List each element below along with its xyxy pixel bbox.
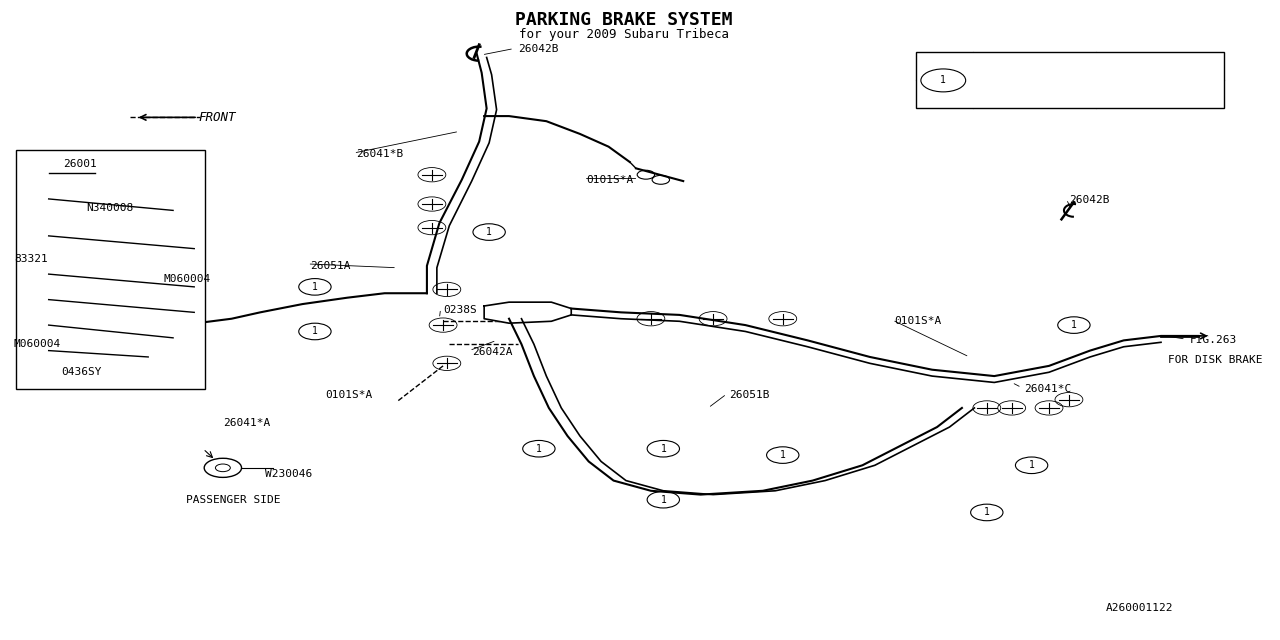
FancyBboxPatch shape [916,52,1225,108]
Text: PASSENGER SIDE: PASSENGER SIDE [186,495,280,505]
Text: 26041*A: 26041*A [223,418,270,428]
Text: 26042B: 26042B [517,44,558,54]
Text: 0101S*A: 0101S*A [586,175,634,185]
Text: 1: 1 [984,508,989,518]
FancyBboxPatch shape [17,150,206,389]
Text: < -1207>: < -1207> [1100,61,1149,72]
Text: N340008: N340008 [86,204,133,214]
Text: 1: 1 [660,495,667,505]
Text: M060004: M060004 [163,273,210,284]
Text: M060004: M060004 [14,339,61,349]
Text: 83321: 83321 [14,255,47,264]
Text: W230046: W230046 [265,469,312,479]
Text: FRONT: FRONT [198,111,236,124]
Text: 0101S*A: 0101S*A [325,390,372,400]
Text: A260001122: A260001122 [1106,603,1174,613]
Text: 0238S: 0238S [443,305,477,316]
Text: 26051A: 26051A [310,261,351,271]
Text: <1207- >: <1207- > [1100,90,1149,99]
Text: 1: 1 [312,326,317,337]
Text: PARKING BRAKE SYSTEM: PARKING BRAKE SYSTEM [515,11,732,29]
Text: 1: 1 [486,227,492,237]
Text: 26001: 26001 [64,159,97,169]
Text: 1: 1 [780,450,786,460]
Text: 1: 1 [312,282,317,292]
Text: FOR DISK BRAKE: FOR DISK BRAKE [1169,355,1263,365]
Text: 26042A: 26042A [472,347,512,357]
Text: FIG.263: FIG.263 [1189,335,1236,346]
Text: 26041*B: 26041*B [356,149,403,159]
Text: 0101S*B: 0101S*B [978,90,1021,99]
Text: 1: 1 [536,444,541,454]
Text: 1: 1 [1029,460,1034,470]
Text: 1: 1 [1071,320,1076,330]
Text: 0101S*A: 0101S*A [895,316,942,326]
Text: 1: 1 [660,444,667,454]
Text: 1: 1 [941,76,946,85]
Text: 26051B: 26051B [730,390,769,400]
Text: 26041*C: 26041*C [1024,384,1071,394]
Text: 26042B: 26042B [1069,195,1110,205]
Text: 0101S*A: 0101S*A [978,61,1021,72]
Polygon shape [484,302,571,323]
Text: 0436SY: 0436SY [61,367,101,377]
Text: for your 2009 Subaru Tribeca: for your 2009 Subaru Tribeca [518,28,728,41]
